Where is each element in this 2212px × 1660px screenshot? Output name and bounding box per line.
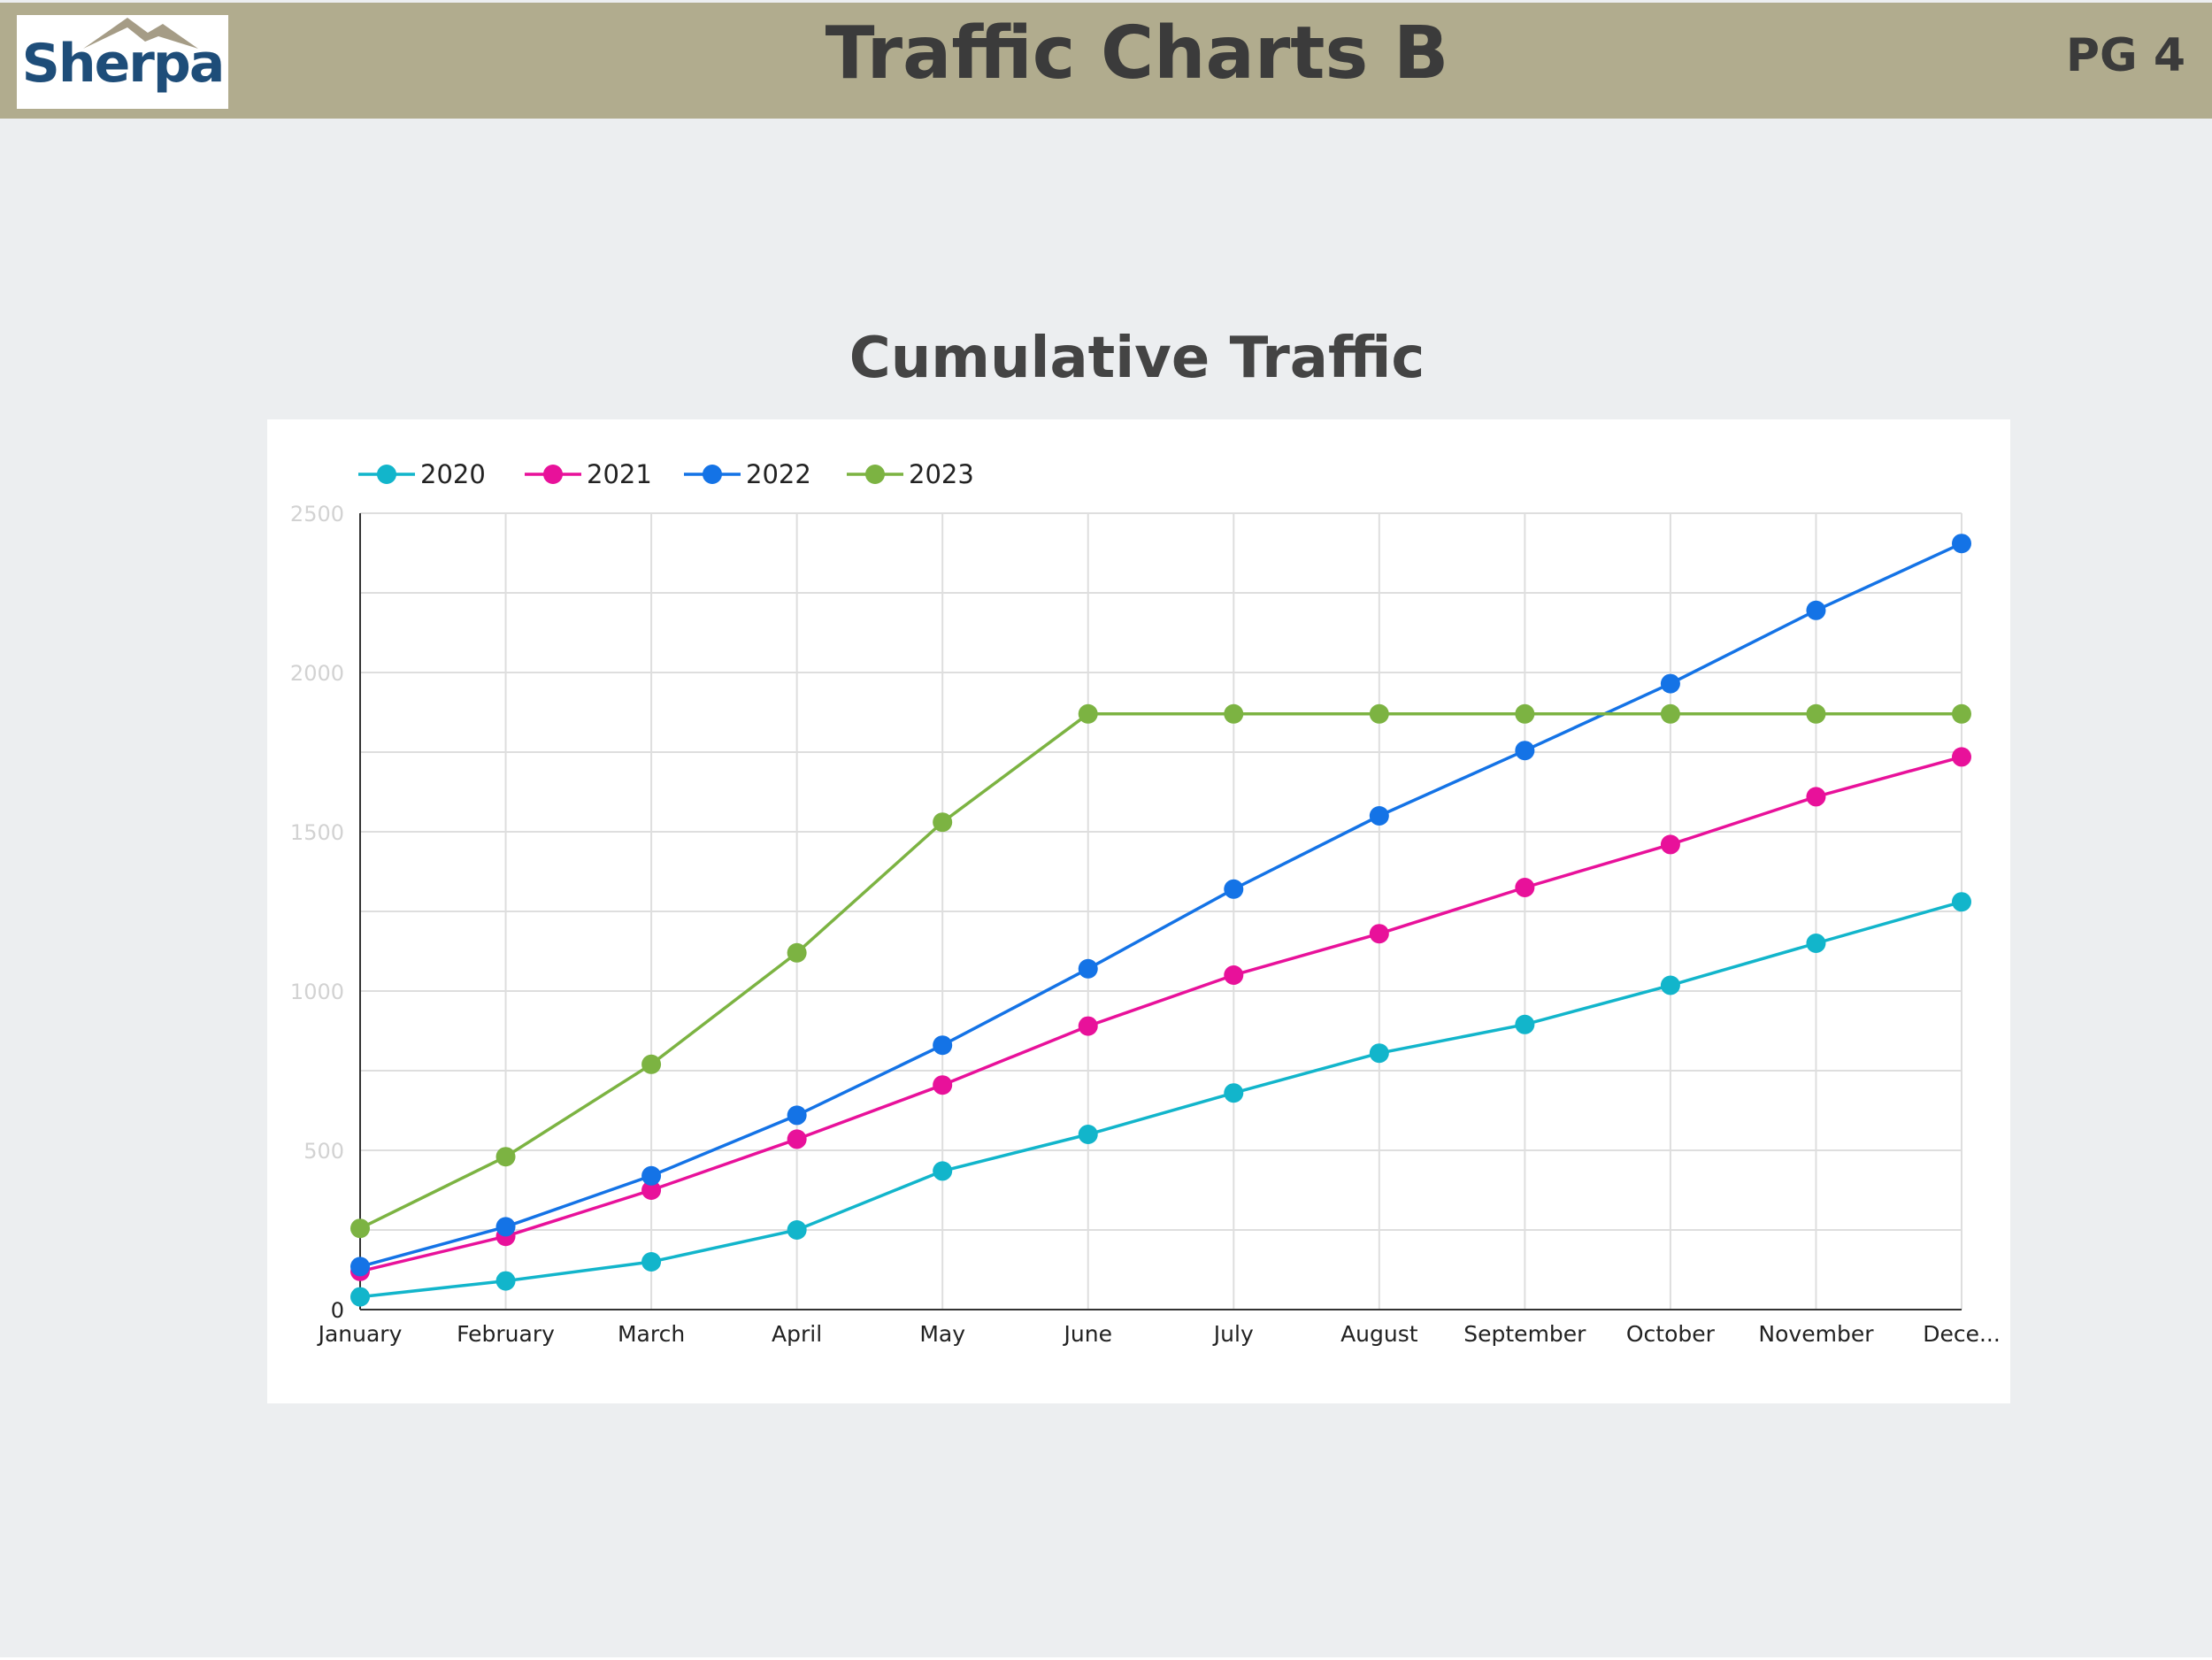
series-line-2020 bbox=[359, 900, 1962, 1299]
x-tick-label: May bbox=[919, 1321, 965, 1347]
data-point-2021 bbox=[933, 1075, 953, 1095]
sherpa-logo: Sherpa bbox=[17, 15, 228, 109]
data-point-2021 bbox=[1078, 1016, 1098, 1036]
x-tick-label: September bbox=[1463, 1321, 1586, 1347]
data-point-2020 bbox=[1515, 1014, 1535, 1034]
series-line-2022 bbox=[359, 542, 1962, 1269]
data-point-2022 bbox=[641, 1165, 662, 1186]
data-point-2023 bbox=[350, 1218, 370, 1239]
x-tick-label: February bbox=[457, 1321, 555, 1347]
data-point-2022 bbox=[1078, 958, 1098, 979]
data-point-2022 bbox=[1515, 741, 1535, 761]
data-point-2023 bbox=[1660, 703, 1680, 724]
data-point-2023 bbox=[641, 1054, 662, 1074]
data-point-2021 bbox=[1952, 747, 1971, 767]
data-point-2020 bbox=[1952, 892, 1971, 912]
y-tick-label: 1500 bbox=[290, 820, 344, 845]
header-bar: Sherpa Traffic Charts B PG 4 bbox=[0, 3, 2212, 119]
y-tick-label: 2000 bbox=[290, 661, 344, 686]
data-point-2020 bbox=[350, 1287, 370, 1307]
data-point-2021 bbox=[1806, 787, 1826, 807]
data-point-2023 bbox=[1952, 703, 1971, 724]
legend-marker-2023 bbox=[865, 465, 885, 484]
data-point-2021 bbox=[787, 1129, 807, 1149]
data-point-2023 bbox=[1078, 703, 1098, 724]
page-number: PG 4 bbox=[2065, 29, 2185, 82]
data-point-2021 bbox=[1515, 878, 1535, 897]
data-point-2020 bbox=[1660, 975, 1680, 995]
x-tick-label: July bbox=[1212, 1321, 1254, 1347]
legend-marker-2020 bbox=[377, 465, 396, 484]
x-tick-label: November bbox=[1758, 1321, 1874, 1347]
y-tick-label: 2500 bbox=[290, 502, 344, 526]
data-point-2023 bbox=[1806, 703, 1826, 724]
data-point-2020 bbox=[1369, 1043, 1389, 1064]
series-line-2021 bbox=[359, 755, 1962, 1273]
legend-label-2022: 2022 bbox=[746, 459, 811, 489]
legend-label-2021: 2021 bbox=[587, 459, 652, 489]
data-point-2020 bbox=[787, 1220, 807, 1240]
data-point-2021 bbox=[1369, 924, 1389, 944]
line-chart: 0 500 1000 1500 2000 2500 January February March… bbox=[290, 459, 2001, 1347]
x-tick-label: June bbox=[1063, 1321, 1112, 1347]
series-line-2023 bbox=[359, 712, 1962, 1230]
data-point-2020 bbox=[1078, 1125, 1098, 1144]
data-point-2020 bbox=[1224, 1083, 1244, 1103]
y-tick-label: 1000 bbox=[290, 980, 344, 1004]
data-point-2023 bbox=[1369, 703, 1389, 724]
x-tick-label: October bbox=[1626, 1321, 1716, 1347]
data-point-2023 bbox=[787, 942, 807, 963]
data-point-2022 bbox=[1660, 673, 1680, 694]
data-point-2020 bbox=[933, 1161, 953, 1181]
data-point-2022 bbox=[787, 1105, 807, 1126]
x-tick-label: August bbox=[1340, 1321, 1418, 1347]
data-point-2021 bbox=[1660, 834, 1680, 855]
x-tick-label: April bbox=[772, 1321, 822, 1347]
data-point-2022 bbox=[1806, 600, 1826, 620]
mountain-icon bbox=[83, 18, 198, 49]
data-point-2022 bbox=[1369, 806, 1389, 826]
data-point-2022 bbox=[1952, 534, 1971, 554]
x-tick-label: January bbox=[317, 1321, 403, 1347]
data-point-2022 bbox=[1224, 879, 1244, 899]
legend-label-2020: 2020 bbox=[420, 459, 486, 489]
data-point-2023 bbox=[1515, 703, 1535, 724]
data-point-2021 bbox=[1224, 965, 1244, 985]
data-point-2023 bbox=[1224, 703, 1244, 724]
data-point-2022 bbox=[933, 1035, 953, 1056]
data-point-2020 bbox=[495, 1271, 516, 1291]
chart-heading: Cumulative Traffic bbox=[849, 326, 1425, 391]
data-point-2022 bbox=[495, 1217, 516, 1237]
data-point-2023 bbox=[933, 812, 953, 833]
logo-text: Sherpa bbox=[21, 33, 226, 95]
data-point-2023 bbox=[495, 1147, 516, 1167]
y-tick-label: 500 bbox=[303, 1139, 344, 1164]
x-tick-label: March bbox=[618, 1321, 685, 1347]
data-point-2022 bbox=[350, 1257, 370, 1277]
legend-label-2023: 2023 bbox=[909, 459, 974, 489]
page-title: Traffic Charts B bbox=[825, 12, 1449, 96]
legend-marker-2022 bbox=[703, 465, 722, 484]
y-tick-label: 0 bbox=[331, 1298, 344, 1323]
data-point-2021 bbox=[641, 1180, 662, 1200]
footer-strip bbox=[0, 1657, 2212, 1660]
chart-card: 0 500 1000 1500 2000 2500 January February March… bbox=[267, 419, 2010, 1403]
x-tick-label: Dece... bbox=[1923, 1321, 2001, 1347]
legend-marker-2021 bbox=[543, 465, 563, 484]
data-point-2020 bbox=[1806, 934, 1826, 953]
data-point-2020 bbox=[641, 1252, 662, 1272]
